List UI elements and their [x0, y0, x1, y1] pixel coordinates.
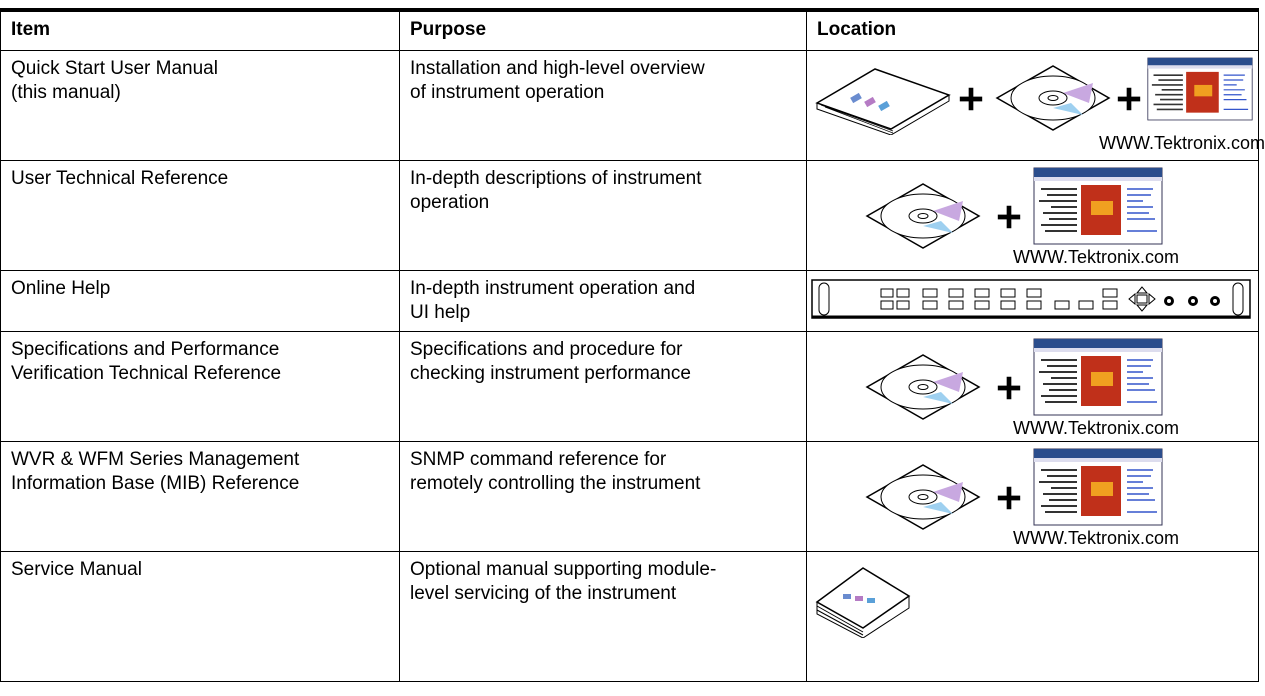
text-line: level servicing of the instrument	[410, 583, 677, 604]
text-line: Quick Start User Manual	[11, 58, 218, 79]
row: WVR & WFM Series Management Information B…	[0, 441, 1259, 552]
text-line: Service Manual	[11, 559, 142, 580]
text-line: Installation and high-level overview	[410, 58, 705, 79]
website-icon	[1033, 167, 1163, 245]
purpose-cell: In-depth instrument operation and UI help	[399, 270, 807, 332]
header-row: Item Purpose Location	[0, 10, 1259, 51]
row: User Technical Reference In-depth descri…	[0, 160, 1259, 271]
text-line: Verification Technical Reference	[11, 363, 282, 384]
item-cell: Quick Start User Manual (this manual)	[0, 50, 400, 161]
text-line: User Technical Reference	[11, 168, 229, 189]
plus-icon	[957, 85, 985, 113]
text-line: UI help	[410, 302, 471, 323]
location-cell: WWW.Tektronix.com	[806, 331, 1259, 442]
purpose-cell: Optional manual supporting module-level …	[399, 551, 807, 682]
text-line: of instrument operation	[410, 82, 605, 103]
row: Quick Start User Manual (this manual) Ins…	[0, 50, 1265, 161]
docs-table: Item Purpose Location Quick Start User M…	[0, 8, 1265, 682]
plus-icon	[995, 374, 1023, 402]
purpose-cell: Installation and high-level overview of i…	[399, 50, 807, 161]
caption: WWW.Tektronix.com	[1013, 528, 1180, 548]
text-line: checking instrument performance	[410, 363, 691, 384]
purpose-cell: Specifications and procedure for checking…	[399, 331, 807, 442]
cd-icon	[863, 352, 983, 422]
cd-icon	[993, 63, 1113, 133]
text-line: Information Base (MIB) Reference	[11, 473, 300, 494]
text-line: WVR & WFM Series Management	[11, 449, 300, 470]
website-icon	[1033, 448, 1163, 526]
text-line: operation	[410, 192, 490, 213]
text-line: (this manual)	[11, 82, 121, 103]
location-cell	[806, 270, 1259, 332]
manual-icon	[813, 65, 953, 135]
location-cell: WWW.Tektronix.com	[806, 160, 1259, 271]
text-line: Optional manual supporting module-	[410, 559, 717, 580]
text-line: In-depth instrument operation and	[410, 278, 696, 299]
item-cell: User Technical Reference	[0, 160, 400, 271]
purpose-cell: SNMP command reference for remotely contr…	[399, 441, 807, 552]
instrument-panel-icon	[811, 279, 1251, 319]
text-line: remotely controlling the instrument	[410, 473, 701, 494]
location-cell	[806, 551, 1259, 682]
plus-icon	[1115, 85, 1143, 113]
location-cell: WWW.Tektronix.com	[806, 50, 1265, 161]
row: Specifications and Performance Verificati…	[0, 331, 1259, 442]
cd-icon	[863, 181, 983, 251]
website-icon	[1033, 338, 1163, 416]
caption: WWW.Tektronix.com	[1099, 133, 1265, 153]
website-icon	[1147, 57, 1253, 121]
item-cell: Service Manual	[0, 551, 400, 682]
text-line: Specifications and procedure for	[410, 339, 683, 360]
plus-icon	[995, 484, 1023, 512]
text-line: Specifications and Performance	[11, 339, 280, 360]
row: Service Manual Optional manual supportin…	[0, 551, 1259, 682]
plus-icon	[995, 203, 1023, 231]
header-cell: Purpose	[399, 10, 807, 51]
cd-icon	[863, 462, 983, 532]
item-cell: WVR & WFM Series Management Information B…	[0, 441, 400, 552]
item-cell: Online Help	[0, 270, 400, 332]
manual-icon	[815, 567, 911, 638]
purpose-cell: In-depth descriptions of instrument opera…	[399, 160, 807, 271]
row: Online Help In-depth instrument operatio…	[0, 270, 1259, 332]
caption: WWW.Tektronix.com	[1013, 418, 1180, 438]
caption: WWW.Tektronix.com	[1013, 247, 1180, 267]
text-line: Online Help	[11, 278, 111, 299]
header-cell: Item	[0, 10, 400, 51]
header-cell: Location	[806, 10, 1259, 51]
text-line: SNMP command reference for	[410, 449, 667, 470]
item-cell: Specifications and Performance Verificati…	[0, 331, 400, 442]
location-cell: WWW.Tektronix.com	[806, 441, 1259, 552]
text-line: In-depth descriptions of instrument	[410, 168, 702, 189]
